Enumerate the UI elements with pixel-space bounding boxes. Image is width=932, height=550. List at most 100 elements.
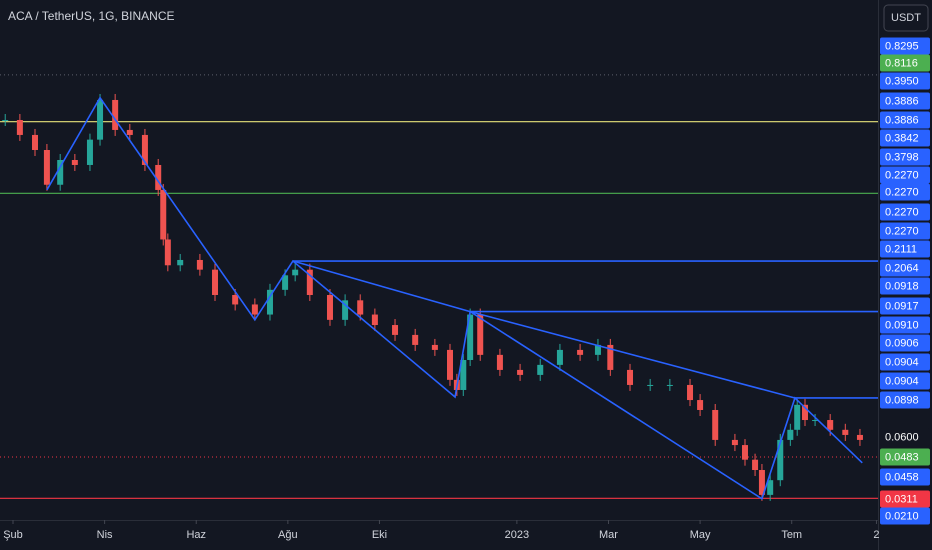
price-tag: [880, 129, 930, 147]
price-tag: [880, 240, 930, 258]
price-tag: [880, 372, 930, 390]
candle: [460, 359, 467, 390]
price-tag-label: 0.0904: [885, 356, 919, 368]
price-tag-label: 0.0918: [885, 280, 919, 292]
price-tag-label: 0.0906: [885, 337, 919, 349]
candle: [842, 429, 849, 435]
candle: [112, 99, 119, 130]
zigzag: [46, 96, 863, 501]
candle: [446, 349, 453, 380]
candle: [164, 239, 171, 266]
price-tag: [880, 259, 930, 277]
candle: [856, 434, 863, 440]
price-tag: [880, 37, 930, 55]
candle: [97, 99, 104, 140]
candle: [71, 160, 78, 165]
price-tag: [880, 490, 930, 508]
price-tag: [880, 468, 930, 486]
trend-line: [469, 310, 796, 399]
x-tick-label: Nis: [97, 529, 113, 541]
candle: [177, 259, 184, 266]
candle: [326, 294, 333, 320]
candle: [801, 404, 808, 421]
candle: [496, 354, 503, 370]
candle: [306, 269, 313, 295]
candle: [357, 300, 364, 315]
candle: [196, 259, 203, 270]
price-tag-label: 0.0311: [885, 493, 918, 505]
price-tag-label: 0.3842: [885, 132, 919, 144]
candle: [126, 129, 133, 135]
candle: [731, 439, 738, 446]
candle: [86, 139, 93, 165]
price-tag: [880, 391, 930, 409]
price-tag: [880, 428, 930, 446]
price-tag: [880, 334, 930, 352]
chart-title: ACA / TetherUS, 1G, BINANCE: [8, 9, 175, 23]
candle: [812, 420, 819, 422]
price-tag-label: 0.2270: [885, 186, 919, 198]
candle: [752, 459, 759, 471]
candle: [794, 404, 801, 430]
x-tick-label: Eki: [372, 529, 387, 541]
candle: [537, 364, 544, 375]
price-tag-label: 0.3886: [885, 114, 919, 126]
price-tag-label: 0.0600: [885, 431, 919, 443]
price-tag: [880, 166, 930, 184]
overlay: ACA / TetherUS, 1G, BINANCE USDT Şub Nis H…: [3, 4, 930, 541]
candle: [477, 314, 484, 355]
candle: [412, 334, 419, 345]
candle: [266, 289, 273, 315]
candle: [517, 369, 524, 375]
candle: [392, 325, 399, 335]
x-tick-label: 2: [873, 529, 879, 541]
currency-button[interactable]: [883, 4, 929, 32]
price-tag: [880, 297, 930, 315]
price-tag-label: 0.3950: [885, 75, 919, 87]
price-tag-label: 0.2064: [885, 262, 919, 274]
price-tag-label: 0.0898: [885, 394, 919, 406]
candle: [2, 119, 9, 121]
price-tag: [880, 111, 930, 129]
candle: [57, 160, 64, 185]
price-tag: [880, 222, 930, 240]
candle: [594, 344, 601, 355]
plot-area: [0, 74, 878, 501]
candle: [232, 294, 239, 305]
price-tag-label: 0.3886: [885, 95, 919, 107]
price-tag: [880, 203, 930, 221]
candle: [827, 420, 834, 430]
price-tag-label: 0.3798: [885, 151, 919, 163]
price-tag-label: 0.0917: [885, 300, 919, 312]
candle: [431, 344, 438, 350]
candle: [155, 164, 162, 190]
price-tag: [880, 183, 930, 201]
candle: [627, 369, 634, 385]
candle: [577, 349, 584, 355]
price-tag-label: 0.8116: [885, 57, 918, 69]
x-tick-label: 2023: [505, 529, 529, 541]
candle: [31, 134, 38, 150]
price-tag: [880, 54, 930, 72]
currency-label[interactable]: USDT: [891, 12, 921, 24]
candle: [758, 470, 765, 495]
price-tag-label: 0.0458: [885, 471, 919, 483]
price-tag: [880, 507, 930, 525]
candle: [292, 269, 299, 276]
price-tag-label: 0.2111: [885, 243, 917, 255]
trend-line: [292, 260, 471, 313]
candle: [777, 439, 784, 481]
x-tick-label: Ağu: [278, 529, 298, 541]
x-tick-label: May: [690, 529, 711, 541]
candle: [607, 344, 614, 370]
candle: [43, 149, 50, 185]
candle: [16, 119, 23, 135]
price-tag: [880, 448, 930, 466]
price-tag-label: 0.0910: [885, 319, 919, 331]
candle: [647, 384, 654, 386]
x-tick-label: Tem: [781, 529, 802, 541]
price-tag: [880, 353, 930, 371]
price-tag: [880, 92, 930, 110]
